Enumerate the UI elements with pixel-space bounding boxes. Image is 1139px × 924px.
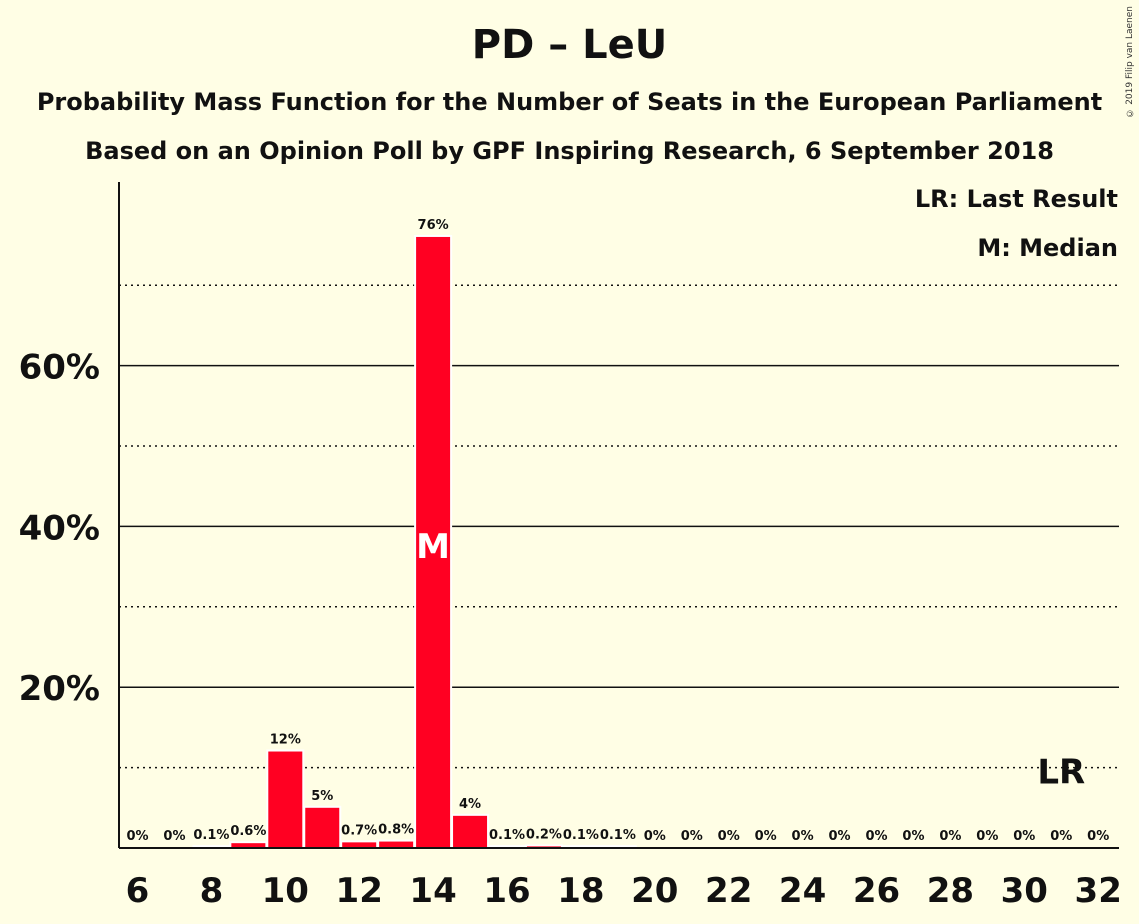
value-label: 0%	[126, 829, 148, 844]
value-label: 0.1%	[600, 828, 636, 843]
bar-seat-14	[416, 236, 451, 848]
x-tick-label: 26	[853, 871, 900, 911]
value-label: 0.7%	[341, 823, 377, 838]
bar-seat-11	[305, 807, 340, 848]
chart-subtitle-2: Based on an Opinion Poll by GPF Inspirin…	[85, 137, 1054, 165]
x-tick-label: 10	[262, 871, 309, 911]
chart-title: PD – LeU	[471, 22, 668, 68]
bar-seat-13	[379, 841, 414, 848]
legend-last-result: LR: Last Result	[914, 185, 1118, 213]
value-label: 0.8%	[378, 823, 414, 838]
value-label: 0%	[1050, 829, 1072, 844]
value-label: 0.1%	[489, 828, 525, 843]
value-label: 0%	[163, 829, 185, 844]
x-tick-label: 14	[409, 871, 456, 911]
x-tick-label: 20	[631, 871, 678, 911]
value-label: 0%	[755, 829, 777, 844]
bar-outline	[598, 845, 637, 848]
x-tick-label: 12	[336, 871, 383, 911]
bar-outline	[192, 845, 231, 848]
value-label: 0%	[792, 829, 814, 844]
x-tick-label: 32	[1075, 871, 1122, 911]
value-label: 0%	[644, 829, 666, 844]
x-tick-label: 8	[200, 871, 224, 911]
bar-outline	[561, 845, 600, 848]
value-label: 4%	[459, 797, 481, 812]
value-label: 0.1%	[563, 828, 599, 843]
chart-subtitle-1: Probability Mass Function for the Number…	[36, 88, 1103, 116]
value-label: 0%	[1013, 829, 1035, 844]
value-label: 0%	[1087, 829, 1109, 844]
value-label: 0%	[829, 829, 851, 844]
bar-seat-12	[342, 842, 377, 848]
bar-seat-15	[453, 815, 488, 848]
median-marker: M	[416, 527, 450, 567]
value-label: 0%	[718, 829, 740, 844]
value-label: 76%	[418, 218, 449, 233]
value-label: 0%	[976, 829, 998, 844]
x-tick-label: 24	[779, 871, 826, 911]
value-label: 0.1%	[193, 828, 229, 843]
value-label: 0%	[939, 829, 961, 844]
x-tick-label: 6	[126, 871, 150, 911]
bar-seat-10	[268, 751, 303, 848]
value-label: 0%	[681, 829, 703, 844]
value-label: 0%	[902, 829, 924, 844]
value-label: 0.2%	[526, 827, 562, 842]
value-label: 12%	[270, 733, 301, 748]
x-tick-label: 18	[557, 871, 604, 911]
legend-median: M: Median	[977, 234, 1118, 262]
y-tick-label: 20%	[19, 669, 100, 709]
bar-outline	[488, 845, 526, 848]
bar-outline	[524, 844, 563, 848]
last-result-marker: LR	[1037, 753, 1085, 793]
x-tick-label: 28	[927, 871, 974, 911]
value-label: 5%	[311, 789, 333, 804]
y-tick-label: 60%	[19, 348, 100, 388]
value-label: 0.6%	[230, 824, 266, 839]
x-tick-label: 22	[705, 871, 752, 911]
bar-seat-9	[231, 843, 266, 848]
value-label: 0%	[865, 829, 887, 844]
x-tick-label: 16	[483, 871, 530, 911]
x-tick-label: 30	[1001, 871, 1048, 911]
y-tick-label: 40%	[19, 508, 100, 548]
